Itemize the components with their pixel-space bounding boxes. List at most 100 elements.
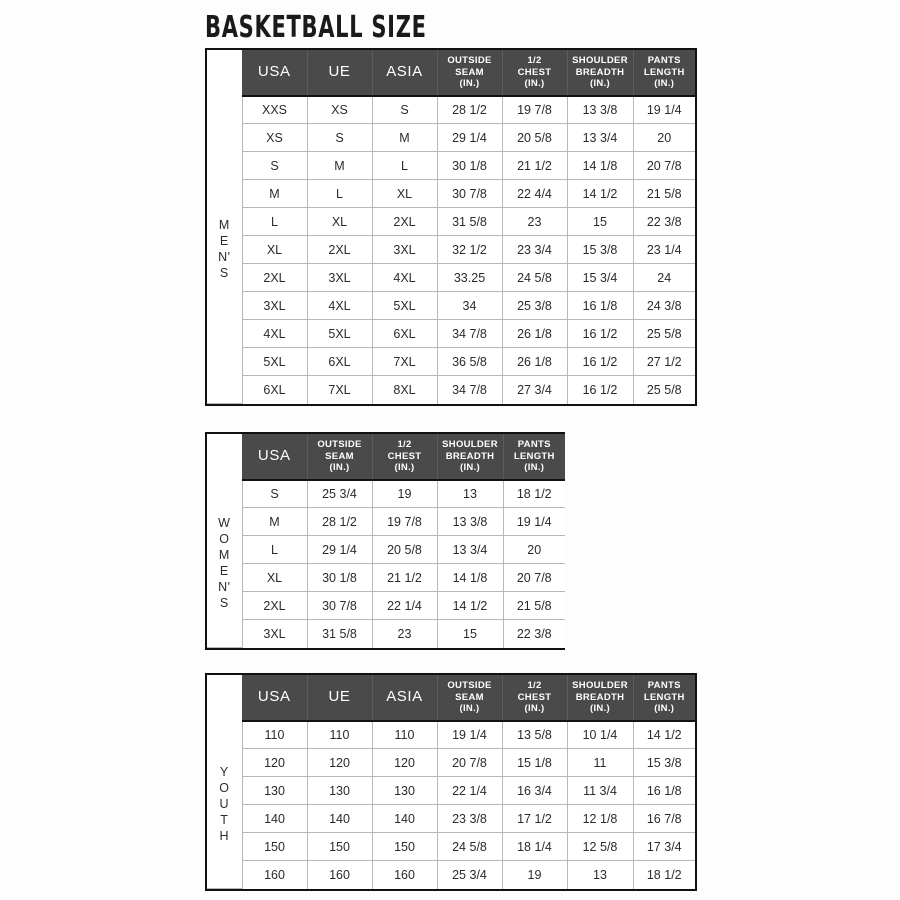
category-label-letter: N' bbox=[218, 250, 231, 265]
cell-size: M bbox=[242, 507, 308, 537]
cell-measurement: 34 7/8 bbox=[437, 319, 503, 349]
cell-measurement: 12 5/8 bbox=[567, 832, 634, 862]
cell-measurement: 22 1/4 bbox=[437, 776, 503, 806]
cell-measurement: 13 3/4 bbox=[567, 123, 634, 153]
cell-measurement: 20 5/8 bbox=[502, 123, 568, 153]
cell-measurement: 19 bbox=[502, 860, 568, 889]
cell-measurement: 21 1/2 bbox=[502, 151, 568, 181]
header-line-1: PANTS bbox=[517, 439, 551, 450]
table-row: 150 150 150 24 5/8 18 1/4 12 5/8 17 3/4 bbox=[207, 832, 695, 862]
header-line-1: PANTS bbox=[647, 55, 681, 66]
cell-size: 150 bbox=[242, 832, 308, 862]
cell-measurement: M bbox=[307, 151, 373, 181]
cell-measurement: 130 bbox=[372, 776, 438, 806]
cell-measurement: 16 1/8 bbox=[567, 291, 634, 321]
corner-cell bbox=[207, 434, 242, 480]
header-row: USA UE ASIA OUTSIDE SEAM (IN.) 1/2 CHEST… bbox=[207, 50, 695, 97]
table-row: 3XL 31 5/8 23 15 22 3/8 bbox=[207, 619, 565, 648]
header-line-1: OUTSIDE bbox=[447, 55, 492, 66]
cell-size: L bbox=[242, 535, 308, 565]
category-label-letter: E bbox=[219, 564, 229, 579]
cell-measurement: 19 7/8 bbox=[502, 95, 568, 125]
cell-measurement: 27 1/2 bbox=[633, 347, 695, 377]
cell-size: 3XL bbox=[242, 291, 308, 321]
cell-measurement: 3XL bbox=[307, 263, 373, 293]
cell-measurement: 11 3/4 bbox=[567, 776, 634, 806]
cell-measurement: 29 1/4 bbox=[437, 123, 503, 153]
cell-measurement: 15 bbox=[567, 207, 634, 237]
cell-measurement: 25 5/8 bbox=[633, 375, 695, 404]
cell-measurement: 28 1/2 bbox=[437, 95, 503, 125]
category-label-letter: M bbox=[218, 548, 230, 563]
cell-measurement: 12 1/8 bbox=[567, 804, 634, 834]
cell-measurement: 5XL bbox=[372, 291, 438, 321]
cell-measurement: 6XL bbox=[372, 319, 438, 349]
header-line-3: (IN.) bbox=[524, 703, 545, 715]
cell-measurement: 6XL bbox=[307, 347, 373, 377]
cell-measurement: 28 1/2 bbox=[307, 507, 373, 537]
header-half-chest: 1/2 CHEST (IN.) bbox=[502, 50, 568, 97]
cell-size: 160 bbox=[242, 860, 308, 889]
header-line-2: BREADTH bbox=[575, 691, 625, 703]
category-label-letter: N' bbox=[218, 580, 231, 595]
cell-measurement: 32 1/2 bbox=[437, 235, 503, 265]
cell-measurement: 18 1/4 bbox=[502, 832, 568, 862]
cell-measurement: 15 bbox=[437, 619, 504, 648]
table-row: M 28 1/2 19 7/8 13 3/8 19 1/4 bbox=[207, 507, 565, 537]
header-row: USA UE ASIA OUTSIDE SEAM (IN.) 1/2 CHEST… bbox=[207, 675, 695, 722]
cell-size: 3XL bbox=[242, 619, 308, 648]
header-line-2: CHEST bbox=[387, 450, 422, 462]
header-line-1: PANTS bbox=[647, 680, 681, 691]
youth-table-body: Y O U T H 110 110 110 19 1/4 13 5/8 10 1/4 14 1/2 12… bbox=[207, 720, 695, 890]
cell-measurement: XS bbox=[307, 95, 373, 125]
cell-measurement: 13 3/4 bbox=[437, 535, 504, 565]
cell-measurement: 13 3/8 bbox=[437, 507, 504, 537]
header-shoulder-breadth: SHOULDER BREADTH (IN.) bbox=[567, 50, 634, 97]
cell-measurement: 13 5/8 bbox=[502, 720, 568, 750]
header-pants-length: PANTS LENGTH (IN.) bbox=[633, 50, 695, 97]
cell-measurement: 31 5/8 bbox=[437, 207, 503, 237]
header-outside-seam: OUTSIDE SEAM (IN.) bbox=[437, 50, 503, 97]
cell-measurement: 33.25 bbox=[437, 263, 503, 293]
cell-measurement: 8XL bbox=[372, 375, 438, 404]
table-row: 6XL 7XL 8XL 34 7/8 27 3/4 16 1/2 25 5/8 bbox=[207, 375, 695, 404]
cell-measurement: 30 7/8 bbox=[307, 591, 373, 621]
header-line-2: LENGTH bbox=[643, 691, 685, 703]
cell-size: XL bbox=[242, 563, 308, 593]
cell-measurement: 36 5/8 bbox=[437, 347, 503, 377]
category-label-letter: E bbox=[219, 234, 229, 249]
cell-measurement: 2XL bbox=[372, 207, 438, 237]
table-row: M E N' S XXS XS S 28 1/2 19 7/8 13 3/8 19 1/4 bbox=[207, 95, 695, 405]
cell-measurement: 22 4/4 bbox=[502, 179, 568, 209]
header-line-2: LENGTH bbox=[643, 66, 685, 78]
header-line-3: (IN.) bbox=[394, 462, 415, 474]
cell-size: 140 bbox=[242, 804, 308, 834]
cell-measurement: 24 3/8 bbox=[633, 291, 695, 321]
corner-cell bbox=[207, 675, 242, 721]
cell-measurement: 14 1/8 bbox=[567, 151, 634, 181]
cell-measurement: 13 bbox=[567, 860, 634, 889]
category-label-letter: O bbox=[219, 781, 230, 796]
header-line-3: (IN.) bbox=[590, 78, 610, 90]
cell-size: 2XL bbox=[242, 263, 308, 293]
cell-size: 6XL bbox=[242, 375, 308, 404]
cell-measurement: 150 bbox=[307, 832, 373, 862]
table-row: 3XL 4XL 5XL 34 25 3/8 16 1/8 24 3/8 bbox=[207, 291, 695, 321]
header-outside-seam: OUTSIDE SEAM (IN.) bbox=[307, 434, 373, 481]
cell-measurement: 17 3/4 bbox=[633, 832, 695, 862]
womens-table: USA OUTSIDE SEAM (IN.) 1/2 CHEST (IN.) S… bbox=[207, 434, 565, 649]
cell-measurement: 140 bbox=[372, 804, 438, 834]
cell-measurement: 19 bbox=[372, 479, 438, 509]
header-shoulder-breadth: SHOULDER BREADTH (IN.) bbox=[567, 675, 634, 722]
cell-measurement: 130 bbox=[307, 776, 373, 806]
header-line-2: BREADTH bbox=[575, 66, 625, 78]
header-line-3: (IN.) bbox=[654, 703, 675, 715]
cell-measurement: 15 3/8 bbox=[633, 748, 695, 778]
table-row: 4XL 5XL 6XL 34 7/8 26 1/8 16 1/2 25 5/8 bbox=[207, 319, 695, 349]
mens-table: USA UE ASIA OUTSIDE SEAM (IN.) 1/2 CHEST… bbox=[207, 50, 695, 405]
header-line-1: 1/2 bbox=[527, 55, 542, 66]
cell-measurement: 23 bbox=[502, 207, 568, 237]
cell-measurement: 15 1/8 bbox=[502, 748, 568, 778]
cell-size: 5XL bbox=[242, 347, 308, 377]
